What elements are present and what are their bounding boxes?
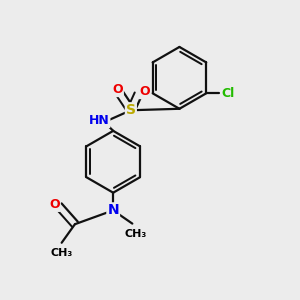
Text: Cl: Cl [221,87,234,100]
Text: S: S [126,103,136,117]
Text: O: O [112,83,123,96]
Text: O: O [140,85,150,98]
Text: O: O [49,198,60,211]
Text: HN: HN [89,114,110,127]
Text: CH₃: CH₃ [50,248,73,258]
Text: CH₃: CH₃ [124,229,146,239]
Text: N: N [107,203,119,218]
